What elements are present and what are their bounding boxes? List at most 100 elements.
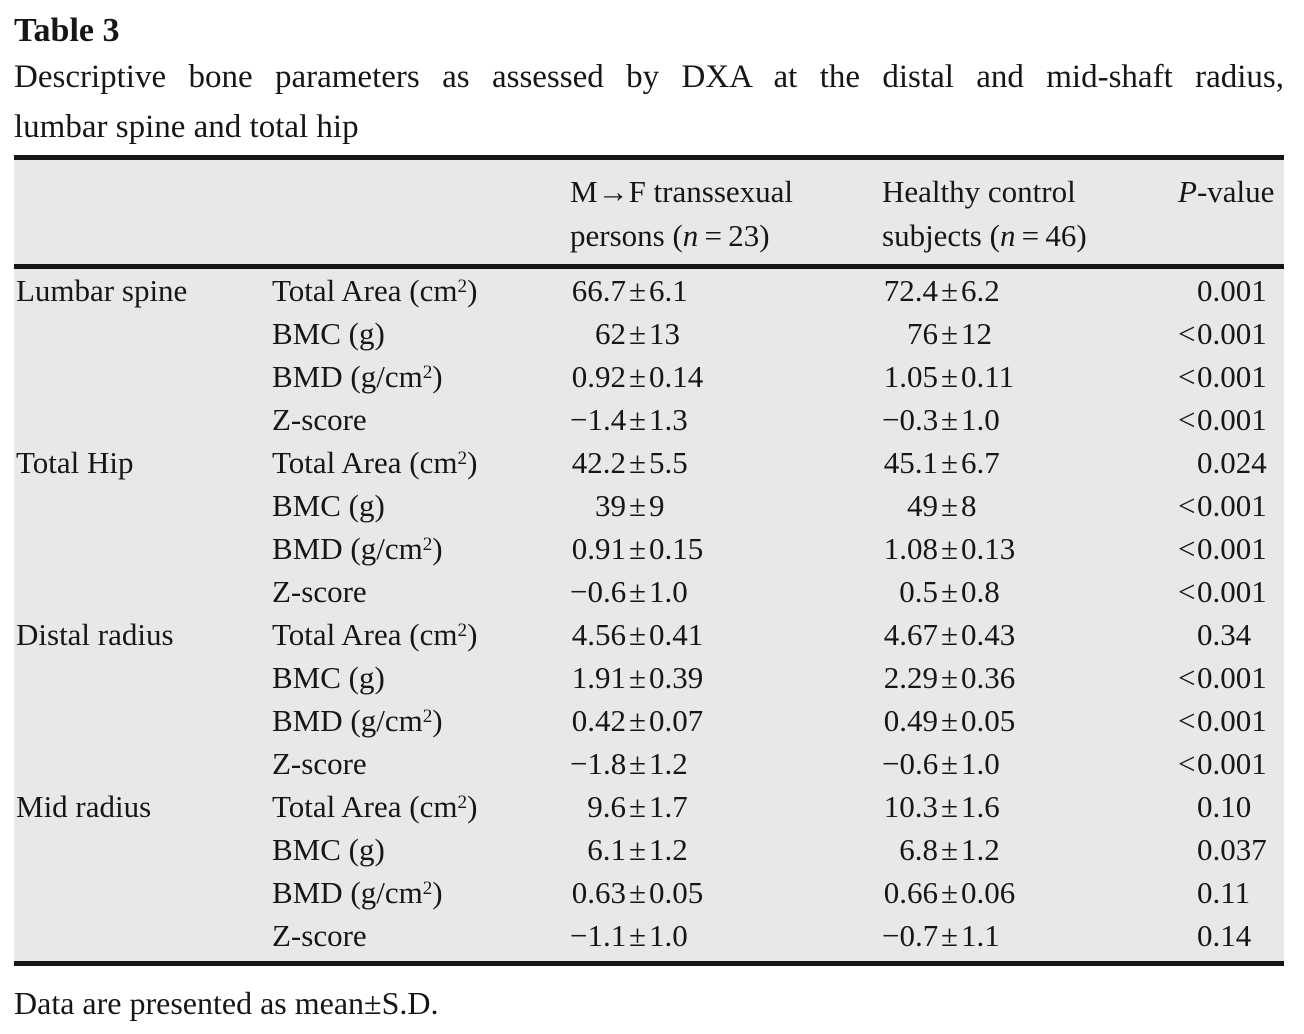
control-value-cell: 10.3±1.6 — [880, 785, 1176, 828]
plus-minus-sign: ± — [629, 488, 647, 523]
parameter-cell: BMC (g) — [272, 316, 385, 351]
value-sd: 1.0 — [961, 746, 1000, 781]
control-value-cell: 0.66±0.06 — [880, 871, 1176, 914]
column-header-1 — [270, 157, 568, 269]
plus-minus-sign: ± — [941, 832, 959, 867]
mtf-value-cell: 39±9 — [568, 484, 880, 527]
plus-minus-sign: ± — [941, 359, 959, 394]
value-mean: 42.2 — [571, 445, 626, 480]
value-sd: 0.05 — [649, 875, 704, 910]
p-value: 0.14 — [1197, 918, 1252, 953]
parameter-cell: Z-score — [272, 574, 367, 609]
plus-minus-sign: ± — [941, 660, 959, 695]
table-row: BMD (g/cm2) 0.91±0.15 1.08±0.13 <0.001 — [14, 527, 1284, 570]
parameter-cell: Total Area (cm2) — [272, 445, 478, 480]
site-cell: Mid radius — [16, 789, 152, 824]
column-header-4: P-value — [1176, 157, 1284, 269]
p-value: 0.001 — [1197, 316, 1267, 351]
parameter-cell: BMD (g/cm2) — [272, 359, 443, 394]
p-value-cell: 0.10 — [1176, 785, 1284, 828]
value-mean: 72.4 — [883, 273, 938, 308]
p-value: 0.001 — [1197, 746, 1267, 781]
p-value-cell: <0.001 — [1176, 312, 1284, 355]
value-sd: 9 — [649, 488, 665, 523]
table-row: BMD (g/cm2) 0.63±0.05 0.66±0.06 0.11 — [14, 871, 1284, 914]
value-mean: −0.6 — [882, 746, 939, 781]
value-mean: 0.91 — [571, 531, 626, 566]
value-mean: −1.4 — [570, 402, 627, 437]
parameter-cell: Total Area (cm2) — [272, 789, 478, 824]
control-value-cell: 1.05±0.11 — [880, 355, 1176, 398]
plus-minus-sign: ± — [629, 789, 647, 824]
value-sd: 13 — [649, 316, 681, 351]
value-mean: 1.91 — [571, 660, 626, 695]
table-row: BMD (g/cm2) 0.92±0.14 1.05±0.11 <0.001 — [14, 355, 1284, 398]
control-value-cell: −0.3±1.0 — [880, 398, 1176, 441]
parameter-cell: Z-score — [272, 746, 367, 781]
p-value: 0.037 — [1197, 832, 1267, 867]
p-value-cell: <0.001 — [1176, 742, 1284, 785]
value-mean: 0.49 — [883, 703, 938, 738]
mtf-value-cell: −1.8±1.2 — [568, 742, 880, 785]
p-value: 0.34 — [1197, 617, 1252, 652]
plus-minus-sign: ± — [629, 746, 647, 781]
mtf-value-cell: 42.2±5.5 — [568, 441, 880, 484]
value-mean: 0.66 — [883, 875, 938, 910]
plus-minus-sign: ± — [941, 402, 959, 437]
p-value-cell: 0.037 — [1176, 828, 1284, 871]
value-sd: 1.6 — [961, 789, 1000, 824]
control-value-cell: 2.29±0.36 — [880, 656, 1176, 699]
value-sd: 6.1 — [649, 273, 688, 308]
table-footnote: Data are presented as mean±S.D. — [14, 985, 439, 1021]
mtf-value-cell: 1.91±0.39 — [568, 656, 880, 699]
plus-minus-sign: ± — [629, 445, 647, 480]
p-value: 0.001 — [1197, 402, 1267, 437]
control-value-cell: 72.4±6.2 — [880, 267, 1176, 313]
mtf-value-cell: 66.7±6.1 — [568, 267, 880, 313]
less-than-sign: < — [1178, 574, 1196, 609]
p-value: 0.11 — [1197, 875, 1251, 910]
plus-minus-sign: ± — [941, 918, 959, 953]
table-row: BMC (g) 39±9 49±8 <0.001 — [14, 484, 1284, 527]
value-mean: −0.6 — [570, 574, 627, 609]
p-value-cell: 0.11 — [1176, 871, 1284, 914]
site-cell — [14, 570, 270, 613]
value-mean: 39 — [595, 488, 626, 523]
value-sd: 1.1 — [961, 918, 1000, 953]
p-value-cell: <0.001 — [1176, 570, 1284, 613]
mtf-value-cell: 0.91±0.15 — [568, 527, 880, 570]
value-sd: 0.11 — [961, 359, 1015, 394]
p-value-cell: <0.001 — [1176, 398, 1284, 441]
p-value: 0.001 — [1197, 273, 1267, 308]
table-header-row: M→F transsexual persons (n = 23) Healthy c… — [14, 157, 1284, 269]
plus-minus-sign: ± — [941, 531, 959, 566]
plus-minus-sign: ± — [629, 273, 647, 308]
table-row: BMC (g) 1.91±0.39 2.29±0.36 <0.001 — [14, 656, 1284, 699]
site-cell — [14, 484, 270, 527]
table-row: BMC (g) 6.1±1.2 6.8±1.2 0.037 — [14, 828, 1284, 871]
column-header-2: M→F transsexual persons (n = 23) — [568, 157, 880, 269]
p-value: 0.001 — [1197, 660, 1267, 695]
table-header: M→F transsexual persons (n = 23) Healthy c… — [14, 157, 1284, 269]
data-table: M→F transsexual persons (n = 23) Healthy c… — [14, 155, 1284, 966]
value-mean: 66.7 — [571, 273, 626, 308]
plus-minus-sign: ± — [941, 703, 959, 738]
mtf-value-cell: 6.1±1.2 — [568, 828, 880, 871]
control-value-cell: 49±8 — [880, 484, 1176, 527]
p-value: 0.001 — [1197, 703, 1267, 738]
plus-minus-sign: ± — [629, 359, 647, 394]
column-header-0 — [14, 157, 270, 269]
plus-minus-sign: ± — [629, 703, 647, 738]
control-value-cell: 0.49±0.05 — [880, 699, 1176, 742]
p-value: 0.024 — [1197, 445, 1267, 480]
table-row: Z-score −1.4±1.3 −0.3±1.0 <0.001 — [14, 398, 1284, 441]
value-sd: 1.0 — [961, 402, 1000, 437]
p-value: 0.001 — [1197, 359, 1267, 394]
site-cell: Lumbar spine — [16, 273, 188, 308]
value-mean: −1.1 — [570, 918, 627, 953]
plus-minus-sign: ± — [941, 746, 959, 781]
value-mean: 76 — [907, 316, 938, 351]
value-sd: 0.13 — [961, 531, 1016, 566]
value-sd: 5.5 — [649, 445, 688, 480]
p-value-cell: 0.001 — [1176, 267, 1284, 313]
